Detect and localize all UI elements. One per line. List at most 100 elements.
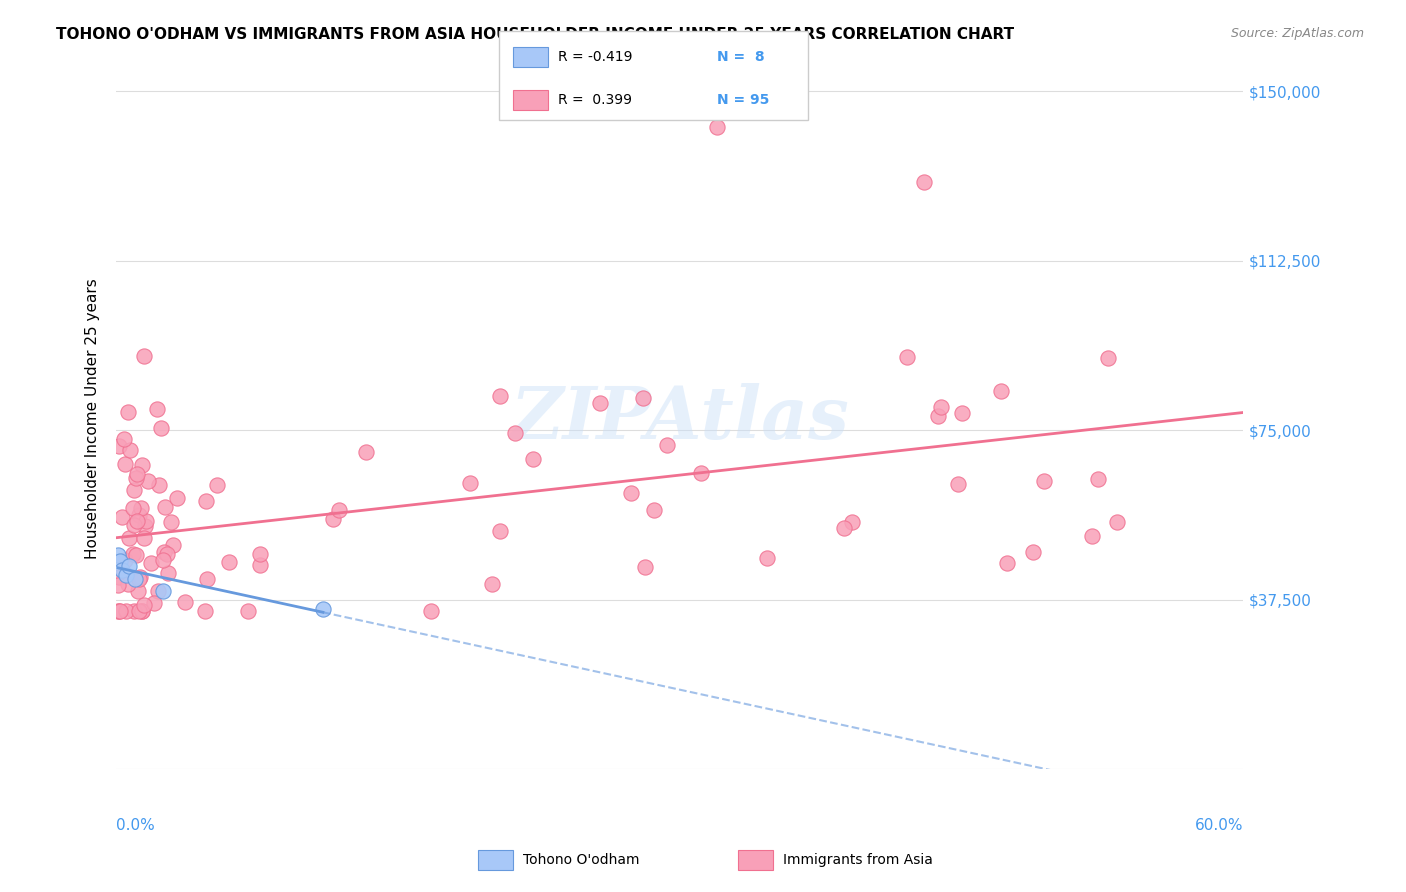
Point — [1022, 544, 1045, 558]
Point — [841, 515, 863, 529]
Point — [249, 558, 271, 572]
Point — [1081, 529, 1104, 543]
Point — [156, 547, 179, 561]
Text: R =  0.399: R = 0.399 — [558, 93, 633, 107]
Point — [634, 560, 657, 574]
Point — [354, 444, 377, 458]
Point — [157, 566, 180, 580]
Point — [134, 349, 156, 363]
Point — [112, 432, 135, 446]
Point — [107, 577, 129, 591]
Point — [205, 478, 228, 492]
Point — [124, 604, 146, 618]
Point — [131, 604, 153, 618]
Point — [173, 595, 195, 609]
Point — [160, 516, 183, 530]
Point — [117, 405, 139, 419]
Point — [655, 438, 678, 452]
Point — [1105, 515, 1128, 529]
Point — [420, 604, 443, 618]
Point — [162, 538, 184, 552]
Point — [1032, 475, 1054, 489]
Point — [503, 426, 526, 441]
Point — [328, 503, 350, 517]
Point — [124, 573, 146, 587]
Point — [706, 120, 728, 135]
Point — [107, 604, 129, 618]
Text: TOHONO O'ODHAM VS IMMIGRANTS FROM ASIA HOUSEHOLDER INCOME UNDER 25 YEARS CORRELA: TOHONO O'ODHAM VS IMMIGRANTS FROM ASIA H… — [56, 27, 1014, 42]
Point — [195, 493, 218, 508]
Y-axis label: Householder Income Under 25 years: Householder Income Under 25 years — [86, 278, 100, 559]
Point — [152, 583, 174, 598]
Text: Source: ZipAtlas.com: Source: ZipAtlas.com — [1230, 27, 1364, 40]
Point — [195, 572, 218, 586]
Point — [115, 604, 138, 618]
Point — [995, 556, 1018, 570]
Point — [912, 175, 935, 189]
Point — [620, 486, 643, 500]
Point — [166, 491, 188, 506]
Point — [218, 556, 240, 570]
Point — [108, 604, 131, 618]
Point — [114, 553, 136, 567]
Point — [950, 406, 973, 420]
Point — [114, 568, 136, 582]
Point — [481, 577, 503, 591]
Point — [117, 576, 139, 591]
Point — [108, 604, 131, 618]
Text: N =  8: N = 8 — [717, 50, 765, 64]
Point — [927, 409, 949, 423]
Point — [118, 558, 141, 573]
Point — [108, 554, 131, 568]
Point — [131, 604, 153, 618]
Point — [322, 512, 344, 526]
Point — [145, 402, 167, 417]
Text: 0.0%: 0.0% — [117, 818, 155, 833]
Point — [146, 584, 169, 599]
Point — [148, 477, 170, 491]
Point — [107, 548, 129, 562]
Point — [755, 550, 778, 565]
Point — [150, 421, 173, 435]
Point — [832, 521, 855, 535]
Point — [929, 401, 952, 415]
Point — [589, 396, 612, 410]
Text: R = -0.419: R = -0.419 — [558, 50, 633, 64]
Text: N = 95: N = 95 — [717, 93, 769, 107]
Point — [990, 384, 1012, 398]
Point — [122, 483, 145, 497]
Point — [127, 467, 149, 481]
Point — [128, 604, 150, 618]
Point — [631, 391, 654, 405]
Point — [131, 458, 153, 472]
Point — [153, 545, 176, 559]
Point — [111, 563, 134, 577]
Point — [948, 477, 970, 491]
Point — [134, 531, 156, 545]
Point — [122, 518, 145, 533]
Point — [135, 514, 157, 528]
Point — [108, 570, 131, 584]
Point — [1087, 472, 1109, 486]
Point — [118, 531, 141, 545]
Text: 60.0%: 60.0% — [1195, 818, 1243, 833]
Point — [643, 503, 665, 517]
Point — [125, 471, 148, 485]
Point — [134, 519, 156, 533]
Text: Immigrants from Asia: Immigrants from Asia — [783, 853, 934, 867]
Point — [121, 547, 143, 561]
Point — [489, 524, 512, 538]
Point — [152, 553, 174, 567]
Point — [132, 599, 155, 613]
Point — [194, 604, 217, 618]
Point — [120, 442, 142, 457]
Point — [238, 604, 260, 618]
Point — [128, 572, 150, 586]
Text: Tohono O'odham: Tohono O'odham — [523, 853, 640, 867]
Point — [111, 509, 134, 524]
Point — [143, 596, 166, 610]
Point — [122, 501, 145, 516]
Point — [153, 500, 176, 515]
Point — [690, 466, 713, 480]
Point — [129, 501, 152, 516]
